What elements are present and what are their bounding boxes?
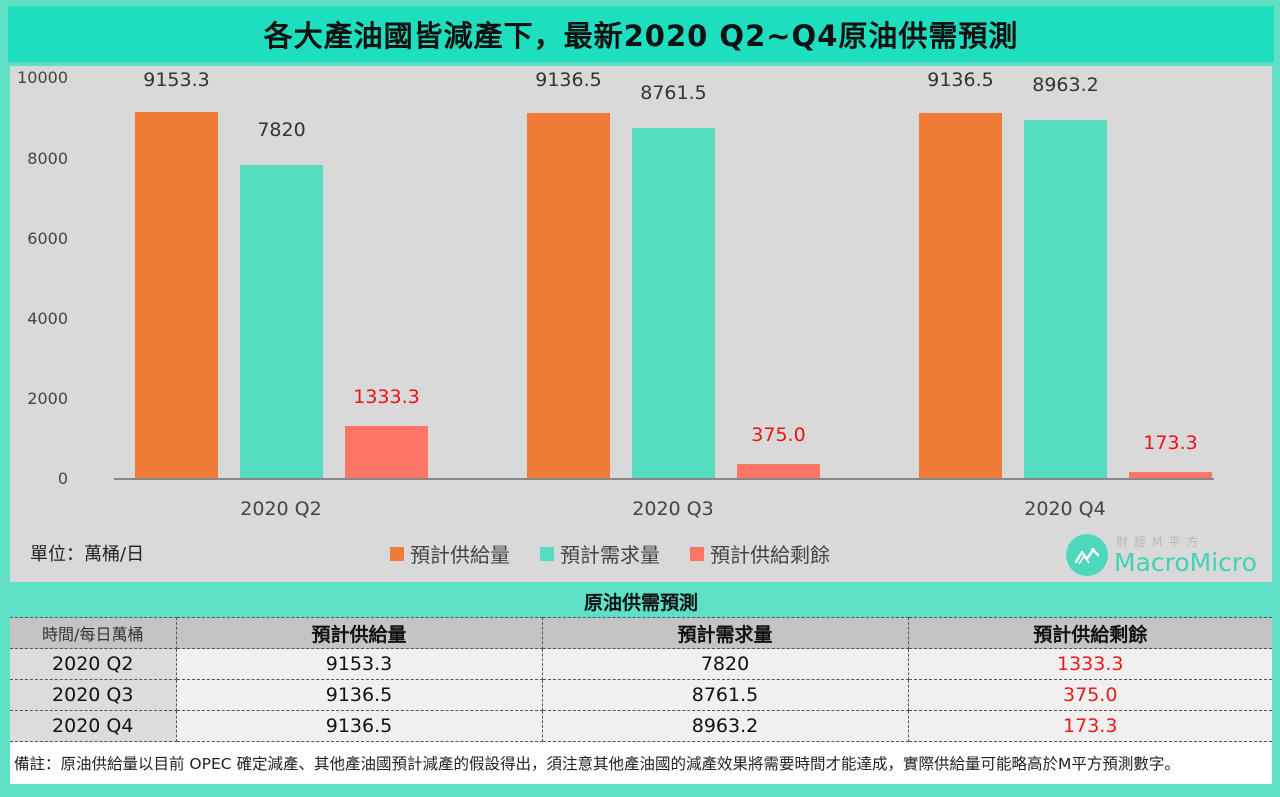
chart-title: 各大產油國皆減產下，最新2020 Q2~Q4原油供需預測	[8, 6, 1274, 62]
logo-chart-icon	[1066, 533, 1108, 576]
y-tick-0: 0	[57, 469, 68, 488]
cell-demand: 8761.5	[542, 679, 909, 711]
header-supply: 預計供給量	[176, 617, 543, 649]
cell-supply: 9153.3	[176, 648, 543, 680]
header-demand: 預計需求量	[542, 617, 909, 649]
footnote: 備註：原油供給量以目前 OPEC 確定減產、其他產油國預計減產的假設得出，須注意…	[10, 742, 1272, 784]
legend-swatch-supply-icon	[390, 546, 404, 561]
chart-area: 10000 8000 6000 4000 2000 0 9153.3 9136.5…	[10, 66, 1272, 582]
table-title: 原油供需預測	[10, 586, 1272, 616]
y-tick-2000: 2000	[27, 389, 68, 408]
bar-supply-2020-q4[interactable]	[919, 113, 1002, 479]
cell-surplus: 1333.3	[908, 648, 1272, 680]
legend-swatch-demand-icon	[540, 546, 554, 561]
data-label-demand: 8761.5	[640, 82, 707, 104]
bar-surplus-2020-q4[interactable]	[1129, 472, 1212, 479]
cell-supply: 9136.5	[176, 679, 543, 711]
bar-demand-2020-q2[interactable]	[240, 165, 323, 479]
legend-label-supply: 預計供給量	[410, 543, 510, 567]
data-label-surplus: 1333.3	[353, 386, 420, 408]
bar-surplus-2020-q2[interactable]	[345, 426, 428, 479]
legend: 預計供給量 預計需求量 預計供給剩餘	[390, 539, 830, 568]
bar-demand-2020-q3[interactable]	[632, 128, 715, 479]
y-tick-8000: 8000	[27, 149, 68, 168]
category-label-q3: 2020 Q3	[632, 498, 714, 520]
header-period: 時間/每日萬桶	[10, 617, 177, 649]
cell-period: 2020 Q4	[10, 710, 177, 742]
data-label-demand: 7820	[257, 119, 306, 141]
category-label-q4: 2020 Q4	[1024, 498, 1106, 520]
x-axis-line	[114, 478, 1214, 480]
table-row: 2020 Q4 9136.5 8963.2 173.3	[10, 710, 1272, 742]
legend-label-demand: 預計需求量	[560, 543, 660, 567]
table-row: 2020 Q3 9136.5 8761.5 375.0	[10, 679, 1272, 711]
cell-period: 2020 Q2	[10, 648, 177, 680]
unit-label: 單位：萬桶/日	[30, 544, 145, 565]
cell-surplus: 173.3	[908, 710, 1272, 742]
cell-period: 2020 Q3	[10, 679, 177, 711]
table-row: 2020 Q2 9153.3 7820 1333.3	[10, 648, 1272, 680]
forecast-table: 時間/每日萬桶 預計供給量 預計需求量 預計供給剩餘 2020 Q2 9153.…	[10, 617, 1272, 742]
data-label-demand: 8963.2	[1032, 74, 1099, 96]
bar-supply-2020-q3[interactable]	[527, 113, 610, 479]
cell-demand: 8963.2	[542, 710, 909, 742]
legend-item-demand[interactable]: 預計需求量	[540, 539, 660, 568]
table-header-row: 時間/每日萬桶 預計供給量 預計需求量 預計供給剩餘	[10, 617, 1272, 649]
y-tick-4000: 4000	[27, 309, 68, 328]
legend-item-surplus[interactable]: 預計供給剩餘	[690, 539, 830, 568]
logo-chinese-text: 財經M平方	[1116, 535, 1205, 549]
legend-label-surplus: 預計供給剩餘	[710, 543, 830, 567]
cell-surplus: 375.0	[908, 679, 1272, 711]
legend-swatch-surplus-icon	[690, 546, 704, 561]
macromicro-logo: 財經M平方 MacroMicro	[1066, 533, 1257, 576]
bar-demand-2020-q4[interactable]	[1024, 120, 1107, 479]
bar-supply-2020-q2[interactable]	[135, 112, 218, 479]
cell-demand: 7820	[542, 648, 909, 680]
header-surplus: 預計供給剩餘	[908, 617, 1272, 649]
logo-english-text: MacroMicro	[1114, 548, 1257, 577]
data-label-supply: 9136.5	[927, 69, 994, 91]
cell-supply: 9136.5	[176, 710, 543, 742]
y-tick-6000: 6000	[27, 229, 68, 248]
data-label-surplus: 173.3	[1143, 432, 1198, 454]
category-label-q2: 2020 Q2	[240, 498, 322, 520]
bar-surplus-2020-q3[interactable]	[737, 464, 820, 479]
data-label-supply: 9153.3	[143, 69, 210, 91]
data-label-surplus: 375.0	[751, 424, 806, 446]
data-label-supply: 9136.5	[535, 69, 602, 91]
legend-item-supply[interactable]: 預計供給量	[390, 539, 510, 568]
y-tick-10000: 10000	[17, 68, 68, 87]
